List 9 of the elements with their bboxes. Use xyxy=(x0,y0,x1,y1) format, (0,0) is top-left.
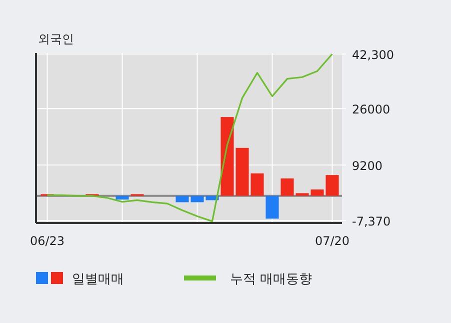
legend-label: 일별매매 xyxy=(72,272,124,287)
y-tick-label: 26000 xyxy=(352,102,390,117)
y-tick-label: 9200 xyxy=(352,158,383,173)
x-tick-label: 07/20 xyxy=(314,234,350,248)
chart-title: 외국인 xyxy=(38,32,74,46)
y-tick-label: -7,370 xyxy=(352,214,391,229)
y-tick-label: 42,300 xyxy=(352,48,394,62)
x-tick-label: 06/23 xyxy=(30,234,65,248)
legend-label: 누적 매매동향 xyxy=(230,272,312,287)
